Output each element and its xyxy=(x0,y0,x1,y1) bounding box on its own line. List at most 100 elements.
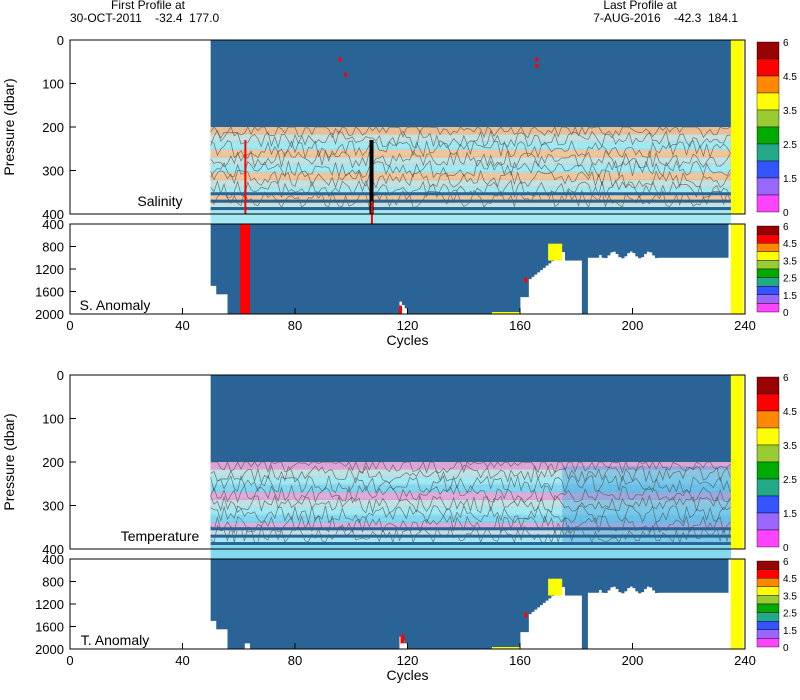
profile-column xyxy=(233,224,237,314)
colorbar-cell xyxy=(756,393,780,412)
colorbar-tick-label: 3.5 xyxy=(783,256,797,267)
last-profile-column xyxy=(730,559,744,649)
profile-column xyxy=(272,559,276,649)
y-tick-label: 400 xyxy=(42,207,64,222)
profile-column xyxy=(261,224,265,314)
profile-column xyxy=(244,559,248,644)
colorbar-cell xyxy=(756,612,780,622)
profile-column xyxy=(491,559,496,649)
panel-temperature: 0 100 200 300 400 Pressure (dbar) Temperature 6… xyxy=(1,368,797,560)
colorbar-cell xyxy=(756,603,780,613)
profile-column xyxy=(266,224,271,314)
colorbar-cell xyxy=(756,234,780,244)
profile-column xyxy=(351,559,355,649)
colorbar: 6 4.5 3.5 2.5 1.5 0 xyxy=(756,38,797,219)
x-tick-label: 40 xyxy=(175,318,189,333)
profile-column xyxy=(463,559,467,649)
profile-column xyxy=(227,224,231,314)
profile-column xyxy=(415,224,420,314)
profile-column xyxy=(500,224,504,314)
colorbar-cell xyxy=(756,427,780,446)
profile-column xyxy=(643,224,647,254)
profile-column xyxy=(604,559,608,594)
profile-column xyxy=(725,224,729,258)
profile-column xyxy=(345,224,349,314)
profile-column xyxy=(601,559,605,593)
profile-column xyxy=(725,559,729,593)
colorbar-cell xyxy=(756,444,780,463)
profile-column xyxy=(334,559,338,649)
flag-mark xyxy=(344,72,348,77)
profile-column xyxy=(550,224,555,262)
profile-column xyxy=(430,224,434,314)
profile-column xyxy=(362,224,366,314)
last-profile-value: 7-AUG-2016 -42.3 184.1 xyxy=(593,11,738,25)
profile-column xyxy=(475,224,479,314)
x-axis-label: Cycles xyxy=(386,332,428,348)
profile-column xyxy=(334,224,338,314)
panel-label: Temperature xyxy=(121,528,200,544)
y-tick-label: 0 xyxy=(57,33,64,48)
colorbar: 6 4.5 3.5 2.5 1.5 0 xyxy=(756,222,797,319)
y-tick-label: 300 xyxy=(42,499,64,514)
profile-column xyxy=(517,224,521,314)
profile-column xyxy=(587,559,591,593)
flag-mark xyxy=(535,57,539,62)
profile-column xyxy=(677,224,681,258)
profile-column xyxy=(407,559,411,649)
profile-column xyxy=(520,224,524,298)
contour-line xyxy=(210,159,731,179)
profile-column xyxy=(216,224,220,295)
colorbar-cell xyxy=(756,260,780,270)
profile-column xyxy=(534,559,538,610)
profile-column xyxy=(486,224,490,314)
colorbar-tick-label: 1.5 xyxy=(783,626,797,637)
profile-column xyxy=(337,224,341,314)
profile-column xyxy=(359,224,363,314)
profile-column xyxy=(615,224,619,255)
profile-column xyxy=(446,559,451,649)
profile-column xyxy=(514,559,518,649)
profile-column xyxy=(539,224,543,271)
profile-column xyxy=(331,559,335,649)
profile-column xyxy=(421,559,425,649)
profile-column xyxy=(320,559,324,649)
profile-column xyxy=(666,559,670,593)
colorbar-cell xyxy=(756,286,780,296)
y-tick-label: 1200 xyxy=(35,597,64,612)
profile-column xyxy=(663,559,667,593)
profile-column xyxy=(671,559,676,593)
profile-column xyxy=(669,224,673,258)
profile-column xyxy=(278,224,282,314)
profile-column xyxy=(427,224,431,314)
colorbar-cell xyxy=(756,143,780,162)
profile-column xyxy=(455,559,459,649)
profile-column xyxy=(567,224,572,261)
y-axis-label: Pressure (dbar) xyxy=(1,413,17,510)
anomaly-yellow-strip xyxy=(491,647,520,649)
band-divider xyxy=(210,192,731,196)
profile-column xyxy=(711,559,715,593)
profile-column xyxy=(342,224,347,314)
profile-column xyxy=(494,559,498,649)
profile-column xyxy=(691,559,695,593)
profile-column xyxy=(477,559,482,649)
profile-column xyxy=(227,559,231,649)
profile-column xyxy=(221,224,226,295)
profile-column xyxy=(545,224,549,266)
x-tick-label: 120 xyxy=(397,653,419,668)
profile-column xyxy=(224,224,228,295)
profile-column xyxy=(562,559,566,588)
profile-column xyxy=(328,559,332,649)
y-tick-label: 2000 xyxy=(35,307,64,322)
profile-column xyxy=(621,559,625,594)
profile-column xyxy=(387,559,392,649)
profile-column xyxy=(517,559,521,649)
profile-column xyxy=(250,224,254,314)
colorbar-cell xyxy=(756,512,780,531)
panel-salinity: 0 100 200 300 400 Pressure (dbar) Salinity 6 4.5… xyxy=(1,33,797,246)
profile-column xyxy=(410,559,414,649)
profile-column xyxy=(700,224,704,258)
profile-column xyxy=(497,224,501,314)
profile-column xyxy=(323,224,327,314)
